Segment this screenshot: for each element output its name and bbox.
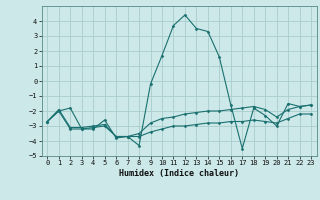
X-axis label: Humidex (Indice chaleur): Humidex (Indice chaleur) [119,169,239,178]
